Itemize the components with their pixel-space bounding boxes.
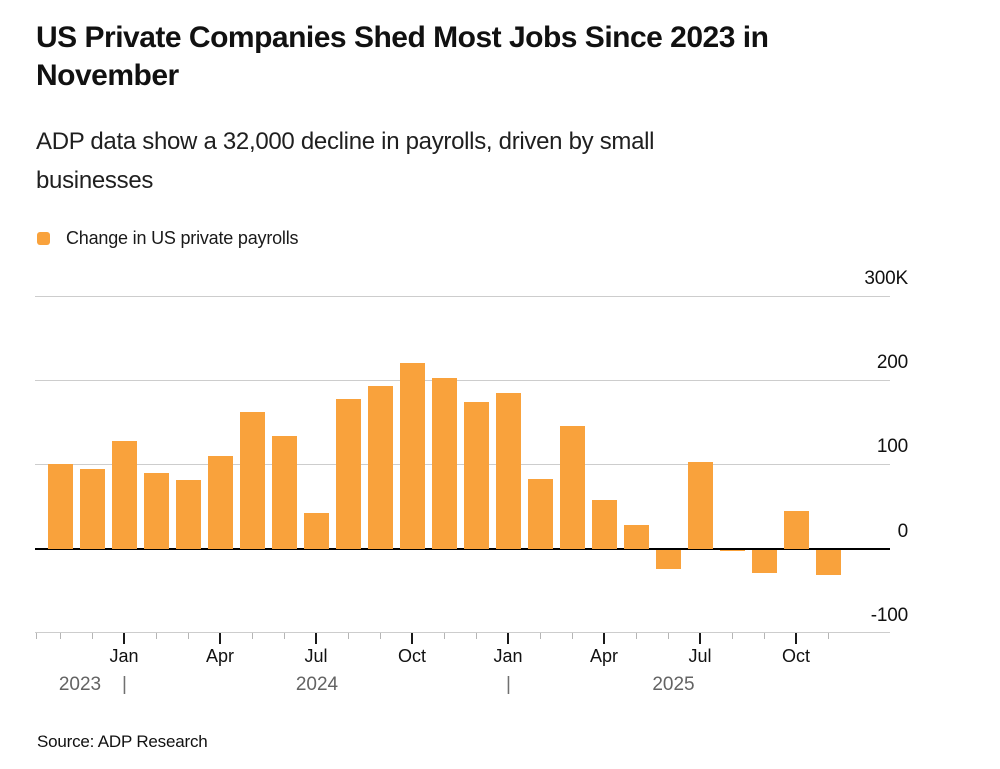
x-tick-label-apr-2025: Apr xyxy=(589,646,618,666)
bar-mar-2025 xyxy=(559,426,585,549)
chart-title-line1: US Private Companies Shed Most Jobs Sinc… xyxy=(36,21,769,54)
x-tick-apr-2025 xyxy=(603,632,605,644)
bar-jul-2025 xyxy=(687,461,713,549)
x-tick-nov-2024 xyxy=(443,632,445,639)
bar-jun-2024 xyxy=(271,435,297,549)
bar-jul-2024 xyxy=(303,513,329,549)
x-tick-oct-2024 xyxy=(411,632,413,644)
x-tick-nov-2023 xyxy=(59,632,61,639)
x-tick-mar-2024 xyxy=(187,632,189,639)
chart-title: US Private Companies Shed Most Jobs Sinc… xyxy=(36,19,956,95)
year-label-2023: 2023 xyxy=(58,674,102,695)
x-tick-label-apr-2024: Apr xyxy=(205,646,234,666)
x-tick-dec-2024 xyxy=(475,632,477,639)
legend-label: Change in US private payrolls xyxy=(66,228,299,248)
x-tick-label-jan-2024: Jan xyxy=(109,646,139,666)
bar-apr-2024 xyxy=(207,455,233,549)
legend-swatch-icon xyxy=(37,232,50,245)
year-separator-3: | xyxy=(506,674,511,695)
bar-oct-2024 xyxy=(399,363,425,549)
x-tick-sep-2024 xyxy=(379,632,381,639)
x-tick-label-oct-2025: Oct xyxy=(781,646,810,666)
x-tick-oct-2025 xyxy=(795,632,797,644)
x-tick-may-2024 xyxy=(251,632,253,639)
bar-apr-2025 xyxy=(591,499,617,549)
bar-dec-2024 xyxy=(463,402,489,549)
x-tick-dec-2023 xyxy=(91,632,93,639)
x-tick-jul-2024 xyxy=(315,632,317,644)
x-tick-label-jan-2025: Jan xyxy=(493,646,523,666)
bar-feb-2025 xyxy=(527,478,553,549)
x-tick-mar-2025 xyxy=(571,632,573,639)
bar-jun-2025 xyxy=(655,549,681,569)
x-tick-jul-2025 xyxy=(699,632,701,644)
x-tick-sep-2025 xyxy=(763,632,765,639)
x-tick-label-jul-2025: Jul xyxy=(688,646,712,666)
chart-subtitle-line1: ADP data show a 32,000 decline in payrol… xyxy=(36,128,655,155)
bar-dec-2023 xyxy=(79,469,105,549)
x-tick-feb-2024 xyxy=(155,632,157,639)
gridline--100 xyxy=(35,632,890,634)
chart-subtitle-line2: businesses xyxy=(36,167,154,194)
x-tick-label-oct-2024: Oct xyxy=(397,646,426,666)
gridline-100 xyxy=(35,463,890,465)
y-axis-label-0: 0 xyxy=(897,520,909,542)
bar-sep-2025 xyxy=(751,549,777,573)
x-tick-jun-2024 xyxy=(283,632,285,639)
x-tick-jun-2025 xyxy=(667,632,669,639)
bar-sep-2024 xyxy=(367,386,393,549)
y-axis-label--100: -100 xyxy=(870,604,908,626)
bar-aug-2025 xyxy=(719,549,745,552)
bar-oct-2025 xyxy=(783,510,809,549)
x-tick-aug-2025 xyxy=(731,632,733,639)
bar-jan-2025 xyxy=(495,392,521,549)
x-tick-label-jul-2024: Jul xyxy=(304,646,328,666)
y-axis-label-200: 200 xyxy=(876,352,908,374)
x-tick-jan-2025 xyxy=(507,632,509,644)
gridline-200 xyxy=(35,379,890,381)
y-axis-label-100: 100 xyxy=(876,436,908,458)
zero-axis-line xyxy=(35,547,890,550)
source-note: Source: ADP Research xyxy=(37,732,208,751)
bar-feb-2024 xyxy=(143,472,169,549)
x-tick-apr-2024 xyxy=(219,632,221,644)
x-tick-feb-2025 xyxy=(539,632,541,639)
x-tick-jan-2024 xyxy=(123,632,125,644)
bar-nov-2024 xyxy=(431,378,457,549)
bar-aug-2024 xyxy=(335,398,361,549)
x-axis-edge-tick xyxy=(35,632,37,639)
bar-jan-2024 xyxy=(111,440,137,549)
bar-may-2024 xyxy=(239,412,265,549)
x-tick-aug-2024 xyxy=(347,632,349,639)
year-label-2025: 2025 xyxy=(652,674,695,695)
chart-title-line2: November xyxy=(36,59,179,92)
y-axis-label-300K: 300K xyxy=(864,268,908,289)
bar-nov-2025 xyxy=(815,549,841,576)
year-label-2024: 2024 xyxy=(295,674,339,695)
bar-mar-2024 xyxy=(175,480,201,549)
chart-subtitle: ADP data show a 32,000 decline in payrol… xyxy=(36,122,956,200)
bar-nov-2023 xyxy=(47,464,73,549)
year-separator-1: | xyxy=(122,674,127,695)
bar-may-2025 xyxy=(623,524,649,549)
x-tick-may-2025 xyxy=(635,632,637,639)
gridline-300K xyxy=(35,295,890,297)
x-tick-nov-2025 xyxy=(827,632,829,639)
